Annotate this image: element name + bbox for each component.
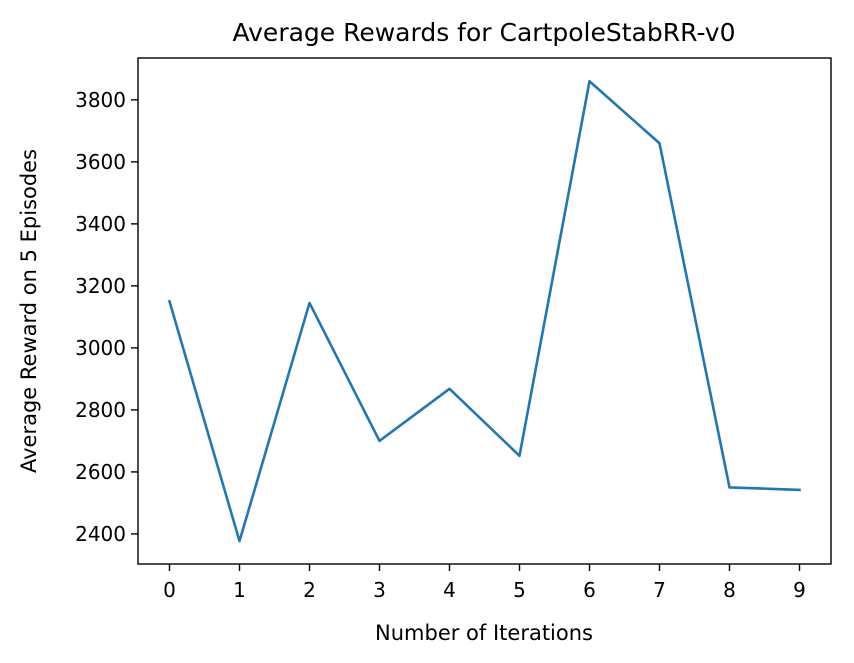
x-tick-label: 7 xyxy=(653,578,666,602)
y-axis-ticks: 2400 2600 2800 3000 3200 3400 3600 3800 xyxy=(75,88,138,546)
x-tick-label: 8 xyxy=(723,578,736,602)
y-tick-label: 2400 xyxy=(75,522,126,546)
x-tick-label: 4 xyxy=(443,578,456,602)
y-tick-label: 3800 xyxy=(75,88,126,112)
x-tick-label: 3 xyxy=(373,578,386,602)
x-tick-label: 5 xyxy=(513,578,526,602)
series-line xyxy=(167,79,801,543)
x-tick-label: 6 xyxy=(583,578,596,602)
y-tick-label: 2800 xyxy=(75,398,126,422)
y-axis-title: Average Reward on 5 Episodes xyxy=(17,149,41,473)
y-tick-label: 3200 xyxy=(75,274,126,298)
x-axis-title: Number of Iterations xyxy=(375,621,593,645)
chart-title: Average Rewards for CartpoleStabRR-v0 xyxy=(233,18,736,47)
x-axis-ticks: 0 1 2 3 4 5 6 7 8 9 xyxy=(163,564,806,602)
x-tick-label: 9 xyxy=(793,578,806,602)
y-tick-label: 3000 xyxy=(75,336,126,360)
x-tick-label: 2 xyxy=(303,578,316,602)
y-tick-label: 2600 xyxy=(75,460,126,484)
y-tick-label: 3600 xyxy=(75,150,126,174)
x-tick-label: 0 xyxy=(163,578,176,602)
y-tick-label: 3400 xyxy=(75,212,126,236)
x-tick-label: 1 xyxy=(233,578,246,602)
plot-area-frame xyxy=(137,57,832,565)
